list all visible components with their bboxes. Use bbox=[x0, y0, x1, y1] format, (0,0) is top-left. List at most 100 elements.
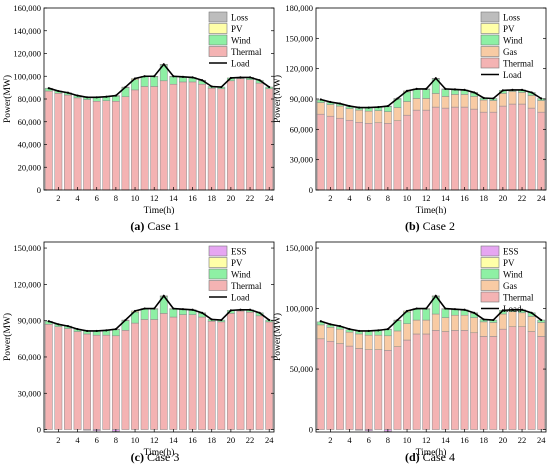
bar-gas-18 bbox=[479, 321, 488, 337]
bar-thermal-24 bbox=[265, 88, 274, 191]
load-point-5 bbox=[86, 329, 89, 333]
x-tick-label: 10 bbox=[403, 435, 412, 445]
load-point-2 bbox=[329, 100, 332, 104]
bar-thermal-8 bbox=[383, 350, 392, 430]
plot-frame bbox=[315, 241, 547, 433]
legend-label: PV bbox=[503, 258, 515, 268]
bar-wind-15 bbox=[451, 309, 459, 316]
panel-a: 0 20,000 40,000 60,000 80,000 100,000 120,000 1… bbox=[2, 3, 275, 233]
bar-thermal-21 bbox=[508, 103, 517, 191]
load-point-22 bbox=[248, 308, 252, 311]
x-tick-label: 20 bbox=[227, 193, 236, 203]
load-point-3 bbox=[66, 325, 70, 328]
bar-thermal-23 bbox=[255, 315, 264, 430]
y-tick-label: 150,000 bbox=[285, 33, 313, 43]
load-point-12 bbox=[153, 307, 156, 310]
bar-thermal-17 bbox=[470, 108, 479, 191]
load-point-13 bbox=[434, 77, 437, 80]
bar-thermal-23 bbox=[527, 331, 536, 430]
bar-thermal-15 bbox=[179, 81, 187, 191]
bar-ess-5 bbox=[355, 429, 364, 431]
y-tick-label: 150,000 bbox=[285, 243, 313, 253]
x-axis-title: Time(h) bbox=[416, 447, 447, 458]
x-tick-label: 4 bbox=[347, 193, 352, 203]
panel-caption-text: Case 3 bbox=[147, 450, 179, 464]
bar-thermal-15 bbox=[451, 330, 459, 430]
x-tick-label: 12 bbox=[150, 435, 159, 445]
x-tick-label: 16 bbox=[188, 435, 197, 445]
bar-thermal-2 bbox=[326, 115, 335, 191]
legend-label: PV bbox=[231, 24, 243, 34]
y-tick-label: 80,000 bbox=[18, 94, 41, 104]
bar-thermal-5 bbox=[355, 122, 364, 191]
bar-thermal-6 bbox=[92, 334, 101, 430]
load-point-19 bbox=[492, 97, 495, 100]
bar-thermal-10 bbox=[131, 89, 139, 191]
x-tick-label: 10 bbox=[403, 193, 412, 203]
x-tick-label: 22 bbox=[518, 193, 527, 203]
bar-thermal-18 bbox=[207, 87, 216, 191]
bar-gas-21 bbox=[508, 91, 517, 105]
load-point-12 bbox=[425, 307, 428, 310]
legend-swatch-thermal bbox=[208, 280, 228, 291]
bar-thermal-10 bbox=[403, 339, 411, 430]
load-point-9 bbox=[124, 318, 127, 322]
bar-thermal-23 bbox=[527, 107, 536, 191]
y-tick-label: 120,000 bbox=[13, 49, 41, 59]
bar-thermal-3 bbox=[336, 117, 344, 191]
load-point-13 bbox=[162, 294, 165, 297]
legend-label: ESS bbox=[231, 247, 247, 257]
legend-label: Thermal bbox=[503, 59, 534, 69]
legend-swatch-loss bbox=[480, 11, 500, 23]
load-point-22 bbox=[520, 88, 524, 91]
bar-thermal-13 bbox=[431, 106, 440, 191]
x-tick-label: 24 bbox=[537, 193, 546, 203]
load-point-4 bbox=[348, 328, 351, 331]
bar-gas-24 bbox=[537, 100, 546, 113]
bar-gas-19 bbox=[489, 322, 498, 337]
bar-thermal-7 bbox=[374, 349, 383, 430]
panel-caption-letter: (c) bbox=[131, 450, 144, 464]
load-point-5 bbox=[86, 96, 89, 99]
bar-thermal-4 bbox=[73, 331, 82, 430]
x-axis-title: Time(h) bbox=[144, 447, 175, 458]
load-point-9 bbox=[396, 318, 399, 322]
load-point-18 bbox=[482, 96, 485, 100]
load-point-20 bbox=[229, 309, 232, 312]
legend-label: Wind bbox=[503, 270, 523, 280]
y-tick-label: 30,000 bbox=[290, 155, 313, 165]
x-tick-label: 16 bbox=[460, 193, 469, 203]
load-point-6 bbox=[367, 329, 370, 333]
bar-thermal-9 bbox=[121, 330, 130, 430]
bar-thermal-11 bbox=[140, 86, 149, 191]
bar-gas-3 bbox=[336, 105, 344, 119]
x-tick-label: 8 bbox=[386, 435, 390, 445]
x-tick-label: 22 bbox=[518, 435, 527, 445]
plot-area bbox=[316, 242, 546, 432]
bar-thermal-16 bbox=[188, 314, 197, 430]
y-tick-label: 120,000 bbox=[13, 279, 41, 289]
bar-thermal-7 bbox=[102, 334, 111, 430]
legend-label: Gas bbox=[503, 281, 517, 291]
load-point-7 bbox=[377, 329, 380, 332]
load-point-18 bbox=[482, 318, 485, 321]
x-axis-title: Time(h) bbox=[416, 205, 447, 216]
bar-thermal-14 bbox=[441, 107, 450, 191]
x-tick-label: 18 bbox=[479, 435, 488, 445]
x-tick-label: 20 bbox=[499, 193, 508, 203]
bar-gas-17 bbox=[470, 96, 479, 110]
panel-caption: (a) Case 1 bbox=[130, 219, 179, 233]
y-tick-label: 60,000 bbox=[18, 117, 41, 127]
plot-frame bbox=[43, 241, 275, 433]
bar-gas-13 bbox=[431, 313, 440, 331]
load-point-13 bbox=[162, 63, 165, 66]
bar-wind-8 bbox=[383, 329, 392, 337]
load-point-11 bbox=[415, 87, 418, 90]
bar-thermal-4 bbox=[345, 345, 354, 430]
y-axis-title: Power(MW) bbox=[272, 313, 283, 361]
bar-gas-16 bbox=[460, 314, 469, 331]
load-point-2 bbox=[329, 323, 332, 326]
load-point-13 bbox=[434, 294, 437, 297]
load-point-18 bbox=[210, 85, 213, 88]
bar-thermal-18 bbox=[207, 321, 216, 430]
